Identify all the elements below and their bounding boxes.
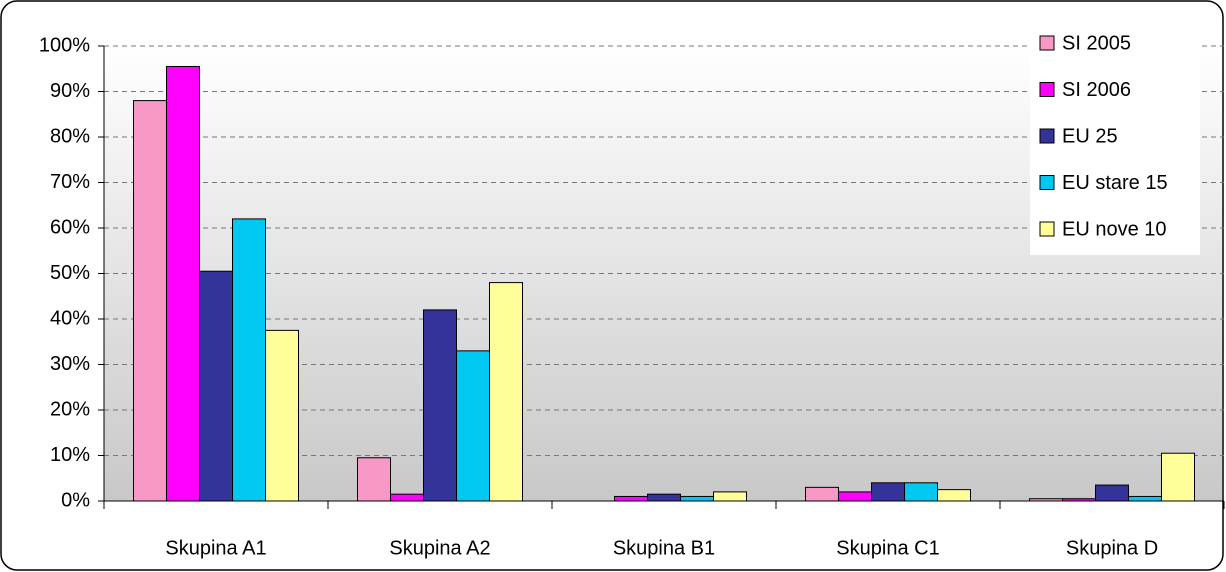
y-tick-label: 10% <box>50 444 90 466</box>
legend-swatch <box>1039 175 1055 190</box>
bar <box>1161 452 1195 502</box>
y-tick-label: 70% <box>50 171 90 193</box>
x-tick-label: Skupina A2 <box>389 537 490 559</box>
y-tick-label: 90% <box>50 80 90 102</box>
bar <box>199 270 233 502</box>
bar <box>713 491 747 502</box>
x-tick-label: Skupina A1 <box>165 537 266 559</box>
bar <box>1029 498 1063 502</box>
bar <box>423 309 457 502</box>
y-tick-label: 50% <box>50 262 90 284</box>
bar <box>805 486 839 502</box>
bar <box>1095 484 1129 502</box>
bar <box>904 482 938 502</box>
bar <box>133 100 167 502</box>
legend-swatch <box>1039 128 1055 144</box>
legend-label: EU 25 <box>1062 125 1118 147</box>
bar <box>937 489 971 502</box>
y-tick-label: 60% <box>50 216 90 238</box>
bar <box>1128 495 1162 502</box>
legend-swatch <box>1039 35 1055 51</box>
bar <box>390 493 424 502</box>
bar <box>838 491 872 502</box>
bar <box>1062 498 1096 502</box>
bar <box>456 350 490 502</box>
y-tick-label: 80% <box>50 125 90 147</box>
x-tick-label: Skupina C1 <box>836 537 939 559</box>
bar <box>265 329 299 502</box>
y-tick-label: 40% <box>50 307 90 329</box>
legend-label: EU stare 15 <box>1062 172 1168 194</box>
bar <box>166 65 200 502</box>
legend-box <box>1030 22 1200 255</box>
legend-label: SI 2005 <box>1062 32 1131 54</box>
bar <box>680 495 714 502</box>
y-tick-label: 30% <box>50 353 90 375</box>
bar <box>357 457 391 502</box>
x-tick-label: Skupina D <box>1066 537 1158 559</box>
bar <box>614 495 648 502</box>
bar <box>871 482 905 502</box>
legend-label: EU nove 10 <box>1062 218 1167 240</box>
legend-swatch <box>1039 221 1055 237</box>
legend-label: SI 2006 <box>1062 79 1131 101</box>
x-tick-label: Skupina B1 <box>613 537 715 559</box>
bar <box>647 493 681 502</box>
legend-swatch <box>1039 82 1055 97</box>
bar <box>232 218 266 502</box>
bar <box>489 282 523 502</box>
y-tick-label: 100% <box>39 34 90 56</box>
y-tick-label: 0% <box>61 489 90 511</box>
y-tick-label: 20% <box>50 398 90 420</box>
